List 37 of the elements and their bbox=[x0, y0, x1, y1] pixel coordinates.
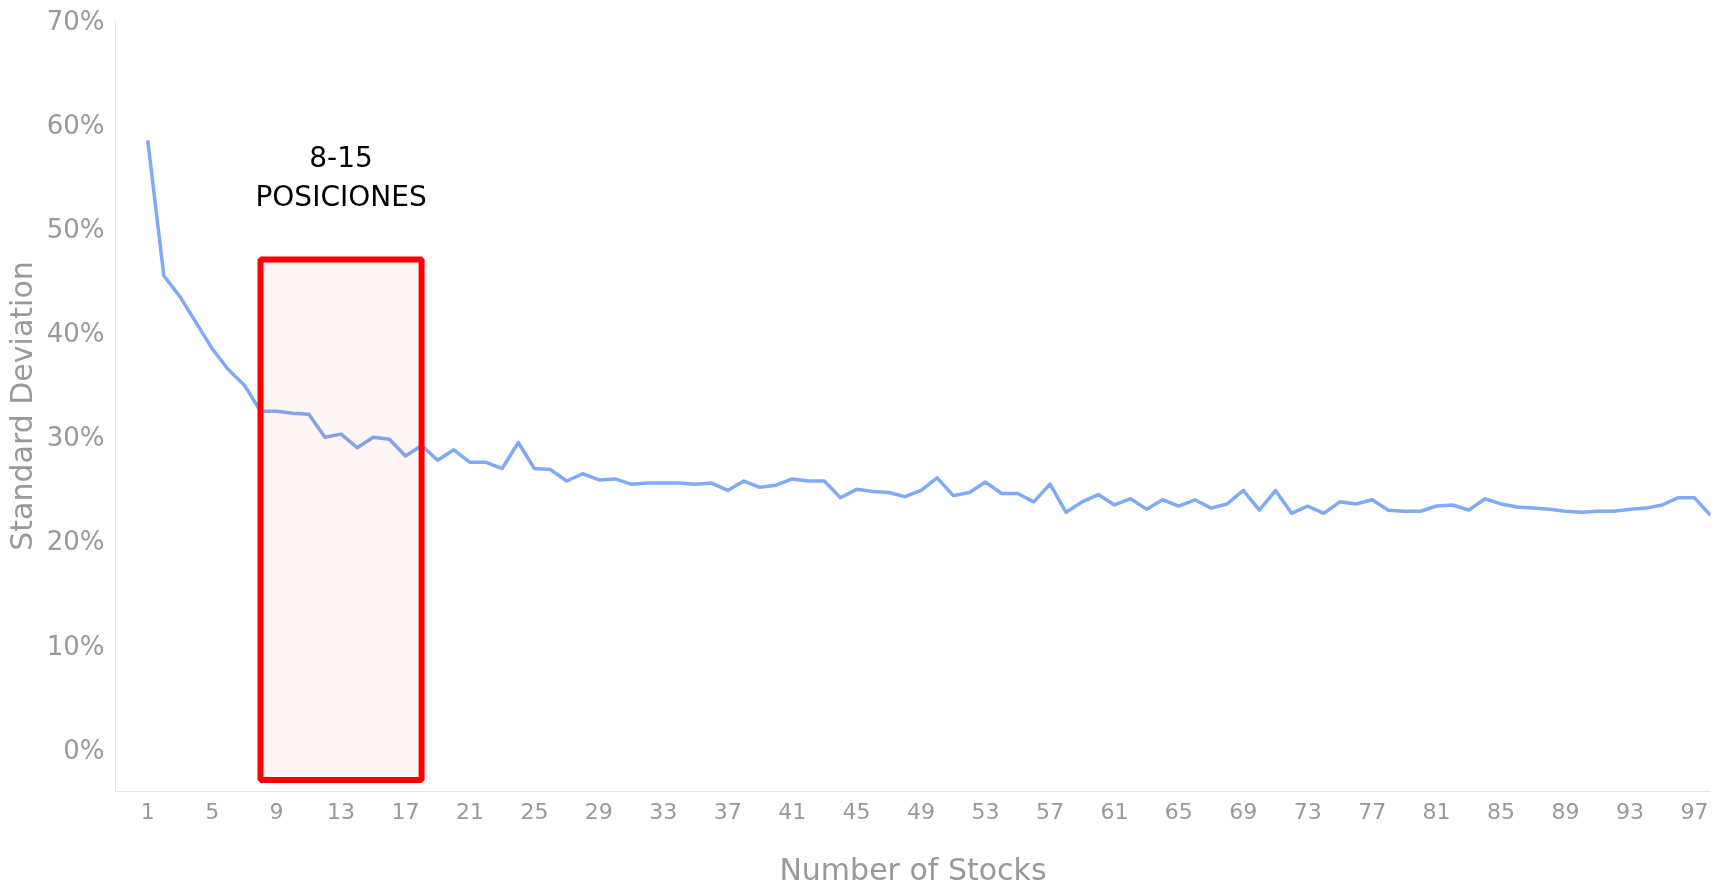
y-tick-label: 60% bbox=[46, 109, 105, 140]
x-tick-label: 25 bbox=[520, 798, 549, 824]
x-tick-label: 9 bbox=[269, 798, 284, 824]
y-tick-label: 20% bbox=[46, 526, 105, 557]
band-label: 8-15 POSICIONES bbox=[255, 140, 427, 214]
x-tick-label: 57 bbox=[1035, 798, 1064, 824]
x-tick-label: 17 bbox=[391, 798, 420, 824]
x-tick-label: 53 bbox=[971, 798, 1000, 824]
x-tick-label: 65 bbox=[1164, 798, 1193, 824]
x-tick-label: 41 bbox=[778, 798, 807, 824]
y-tick-label: 40% bbox=[46, 318, 105, 349]
x-tick-label: 61 bbox=[1100, 798, 1129, 824]
y-axis-title: Standard Deviation bbox=[3, 261, 39, 551]
x-tick-label: 1 bbox=[140, 798, 155, 824]
y-tick-label: 10% bbox=[46, 630, 105, 661]
x-tick-label: 33 bbox=[649, 798, 678, 824]
x-tick-label: 29 bbox=[584, 798, 613, 824]
x-tick-label: 77 bbox=[1358, 798, 1387, 824]
x-tick-label: 45 bbox=[842, 798, 871, 824]
x-tick-label: 21 bbox=[455, 798, 484, 824]
x-tick-label: 85 bbox=[1487, 798, 1516, 824]
x-tick-label: 69 bbox=[1229, 798, 1258, 824]
line-series bbox=[145, 138, 1711, 518]
x-tick-label: 73 bbox=[1293, 798, 1322, 824]
x-axis-title: Number of Stocks bbox=[779, 851, 1047, 887]
y-tick-label: 70% bbox=[46, 5, 105, 36]
y-tick-label: 30% bbox=[46, 422, 105, 453]
x-tick-label: 13 bbox=[327, 798, 356, 824]
x-tick-label: 97 bbox=[1680, 798, 1709, 824]
y-tick-label: 50% bbox=[46, 213, 105, 244]
x-tick-label: 5 bbox=[205, 798, 220, 824]
x-tick-label: 89 bbox=[1551, 798, 1580, 824]
y-tick-label: 0% bbox=[63, 734, 105, 765]
x-tick-label: 93 bbox=[1615, 798, 1644, 824]
x-tick-label: 37 bbox=[713, 798, 742, 824]
x-tick-label: 81 bbox=[1422, 798, 1451, 824]
x-tick-label: 49 bbox=[907, 798, 936, 824]
